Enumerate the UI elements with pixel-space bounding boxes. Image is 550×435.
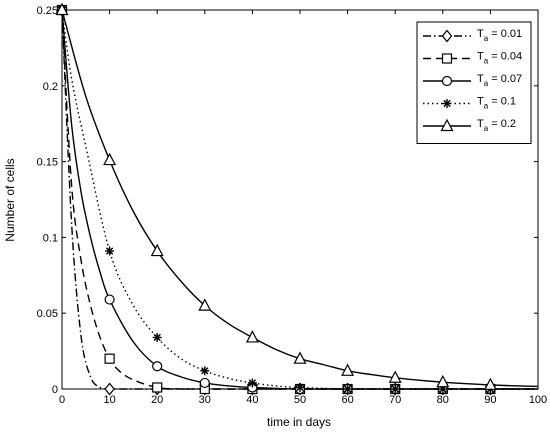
legend-label: Ta = 0.1 — [477, 96, 516, 111]
legend-item: Ta = 0.04 — [423, 51, 522, 66]
x-tick-label: 70 — [389, 394, 401, 406]
x-tick-label: 50 — [294, 394, 306, 406]
data-point — [105, 246, 115, 256]
data-point — [341, 363, 355, 376]
x-tick-label: 20 — [151, 394, 163, 406]
data-point — [388, 370, 402, 383]
legend-label: Ta = 0.2 — [477, 118, 516, 133]
series-line — [61, 9, 538, 390]
y-tick-label: 0 — [52, 384, 58, 396]
series-line — [61, 9, 538, 390]
y-axis-ticks: 0 0.05 0.1 0.15 0.2 0.25 — [37, 5, 538, 396]
data-point — [55, 2, 69, 16]
legend-item: Ta = 0.2 — [423, 118, 516, 133]
data-point — [390, 384, 400, 394]
x-tick-label: 40 — [246, 394, 258, 406]
x-tick-label: 100 — [529, 394, 547, 406]
data-point — [198, 298, 212, 311]
data-point — [104, 353, 115, 364]
legend-item: Ta = 0.07 — [423, 73, 522, 88]
legend: Ta = 0.01 Ta = 0.04 Ta = 0.07 Ta = 0.1 Ta = … — [416, 21, 532, 144]
data-point — [200, 366, 210, 376]
data-point — [343, 384, 353, 394]
x-axis-label: time in days — [267, 415, 331, 429]
data-point — [245, 330, 259, 343]
legend-marker — [441, 29, 453, 43]
x-tick-label: 60 — [341, 394, 353, 406]
legend-item: Ta = 0.1 — [423, 96, 516, 111]
data-point — [104, 294, 115, 305]
y-tick-label: 0.05 — [37, 308, 58, 320]
x-tick-label: 80 — [437, 394, 449, 406]
data-point — [104, 382, 115, 396]
series-5 — [55, 2, 539, 391]
data-point — [103, 152, 117, 166]
y-axis-label: Number of cells — [3, 158, 17, 241]
data-point — [150, 243, 164, 257]
x-tick-label: 0 — [59, 394, 65, 406]
legend-marker — [441, 53, 453, 64]
legend-box — [416, 21, 532, 144]
data-point — [436, 374, 450, 388]
legend-marker — [440, 118, 454, 132]
series-layer — [55, 2, 539, 396]
x-tick-label: 30 — [199, 394, 211, 406]
y-tick-label: 0.2 — [43, 81, 58, 93]
data-point — [483, 377, 497, 391]
legend-label: Ta = 0.01 — [477, 28, 522, 43]
y-tick-label: 0.15 — [37, 157, 58, 169]
legend-marker — [442, 99, 452, 108]
legend-label: Ta = 0.07 — [477, 73, 522, 88]
data-point — [152, 361, 163, 372]
data-point — [199, 377, 210, 389]
x-tick-label: 10 — [103, 394, 115, 406]
legend-label: Ta = 0.04 — [477, 51, 522, 66]
legend-marker — [441, 75, 453, 87]
data-point — [295, 382, 305, 392]
data-point — [152, 382, 163, 393]
y-tick-label: 0.25 — [37, 5, 58, 17]
x-tick-label: 90 — [484, 394, 496, 406]
y-tick-label: 0.1 — [43, 232, 58, 244]
data-point — [152, 332, 162, 342]
data-point — [247, 378, 257, 388]
data-point — [293, 351, 307, 364]
legend-item: Ta = 0.01 — [423, 28, 522, 43]
